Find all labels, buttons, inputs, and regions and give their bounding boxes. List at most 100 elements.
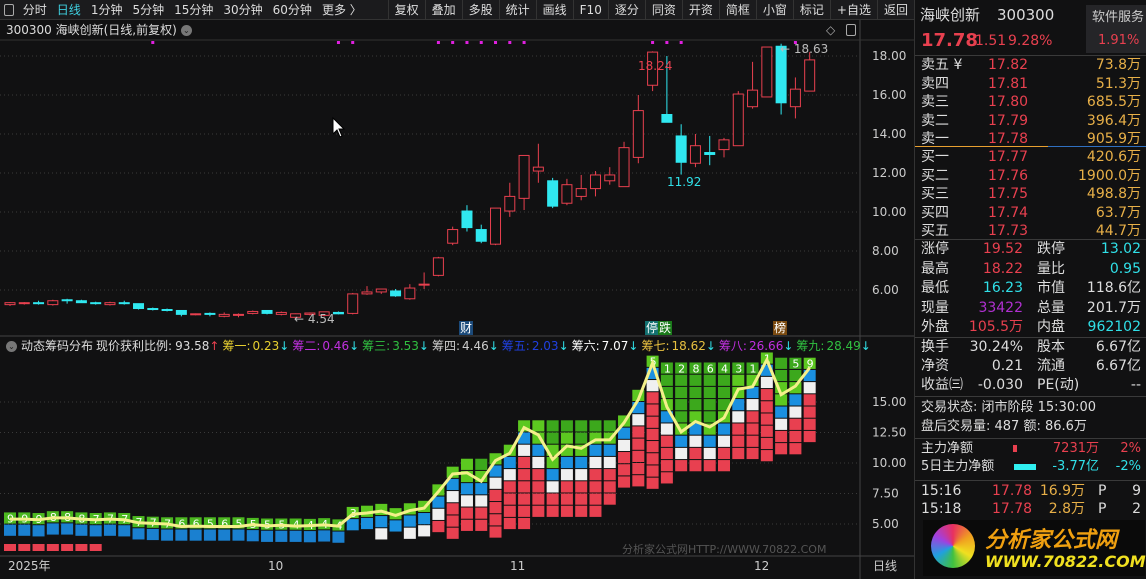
stat-value: 33422 (978, 299, 1023, 316)
chip-block (660, 374, 673, 386)
quote-row: 外盘 105.5万 内盘 962102 (915, 318, 1146, 336)
chip-block (746, 423, 759, 435)
candle (504, 182, 516, 217)
toolbar-button[interactable]: 开资 (681, 0, 719, 20)
chip-block (489, 514, 502, 526)
toolbar-button[interactable]: 返回 (876, 0, 914, 20)
period-tab[interactable]: 5分钟 (132, 2, 165, 17)
toolbar-button[interactable]: +自选 (829, 0, 877, 20)
chip-block (346, 519, 359, 531)
chip-block (775, 394, 788, 406)
profit-value: 93.58 (175, 339, 210, 353)
chip-label: 6 (178, 517, 185, 530)
chip-block (532, 493, 545, 505)
chip-block (589, 432, 602, 444)
event-marker[interactable]: 榜 (773, 321, 788, 335)
sector-box[interactable] (1086, 5, 1146, 53)
chip-block (618, 439, 631, 452)
bid-price: 17.77 (988, 149, 1029, 165)
period-tab[interactable]: 更多 〉 (321, 2, 362, 17)
chip-block (446, 515, 459, 527)
chip-block (560, 469, 573, 481)
stat-label: 现量 (921, 299, 949, 316)
arrow-up-icon: ↑ (209, 339, 220, 353)
event-marker[interactable]: 停 (645, 321, 660, 335)
chip-item-value: 18.62 (671, 339, 706, 353)
chip-block (303, 531, 316, 543)
candle (147, 307, 159, 311)
chip-block (646, 453, 659, 465)
chip-block (589, 420, 602, 432)
bid-volume: 420.6万 (1086, 149, 1141, 165)
period-tab[interactable]: 15分钟 (174, 2, 214, 17)
chip-block (546, 469, 559, 481)
toolbar-button[interactable]: 逐分 (607, 0, 645, 20)
toolbar-button[interactable]: 同资 (644, 0, 682, 20)
candle (589, 171, 601, 197)
tick-flag: P (1098, 483, 1107, 499)
chip-block (460, 458, 473, 470)
chip-block (689, 374, 702, 386)
lower-tick: 7.50 (872, 487, 899, 501)
chip-label: 9 (807, 358, 814, 371)
toolbar-button[interactable]: 标记 (792, 0, 830, 20)
period-tab[interactable]: 1分钟 (90, 2, 123, 17)
candle (61, 298, 73, 304)
ask-volume: 685.5万 (1086, 94, 1141, 110)
chip-item-label: 筹七: (641, 339, 670, 353)
period-tab[interactable]: 分时 (22, 2, 47, 17)
chip-block (703, 399, 716, 411)
diamond-icon[interactable]: ◇ (826, 23, 836, 37)
panel-toggle-icon[interactable] (4, 3, 14, 16)
chip-block (460, 507, 473, 519)
toolbar-button[interactable]: 简框 (718, 0, 756, 20)
chip-block (589, 444, 602, 456)
period-tab[interactable]: 日线 (56, 2, 81, 17)
indicator-menu-icon[interactable]: ⌄ (6, 341, 17, 352)
signal-dot (651, 41, 655, 44)
ask-volume: 51.3万 (1095, 75, 1141, 92)
chip-label: 5 (235, 517, 242, 530)
chip-block (575, 469, 588, 481)
chip-block (589, 456, 602, 469)
chip-block (446, 478, 459, 491)
toolbar-button[interactable]: F10 (572, 0, 608, 20)
quote-row: 卖二 17.79 396.4万 (915, 112, 1146, 130)
fund-value: 6.67亿 (1095, 339, 1141, 355)
toolbar-button[interactable]: 多股 (461, 0, 499, 20)
layout-icon[interactable] (846, 24, 856, 36)
kline-chart[interactable]: 18.0016.0014.0012.0010.008.006.0015.0012… (0, 0, 914, 579)
chip-block (603, 420, 616, 432)
period-tab[interactable]: 60分钟 (272, 2, 312, 17)
toolbar-button[interactable]: 画线 (535, 0, 573, 20)
event-marker[interactable]: 财 (459, 321, 474, 335)
toolbar-button[interactable]: 叠加 (424, 0, 462, 20)
chip-block (632, 426, 645, 438)
chip-block (232, 529, 245, 541)
toolbar-button[interactable]: 统计 (498, 0, 536, 20)
chip-block (675, 411, 688, 423)
bid-volume: 1900.0万 (1078, 167, 1141, 184)
event-marker[interactable]: 跌 (658, 321, 673, 335)
toolbar-button[interactable]: 小窗 (755, 0, 793, 20)
chip-block (289, 518, 302, 530)
signal-dot (522, 41, 526, 44)
dropdown-icon[interactable]: ⌄ (180, 25, 192, 36)
lower-tick: 15.00 (872, 395, 906, 409)
chip-block (603, 456, 616, 469)
fund-label: 流通 (1037, 358, 1065, 374)
period-tab[interactable]: 30分钟 (223, 2, 263, 17)
bid-volume: 498.8万 (1086, 186, 1141, 202)
chip-block (732, 362, 745, 374)
bid-price: 17.76 (988, 167, 1029, 184)
stat-value: 18.22 (982, 260, 1023, 277)
chip-block (532, 456, 545, 469)
date-tick: 11 (510, 559, 525, 573)
chip-block (675, 374, 688, 386)
quote-row: 最低 16.23 市值 118.6亿 (915, 279, 1146, 297)
candle (447, 226, 459, 246)
flow-pct: -2% (1115, 459, 1141, 474)
chip-block (375, 503, 388, 516)
chip-block (775, 357, 788, 369)
toolbar-button[interactable]: 复权 (387, 0, 425, 20)
